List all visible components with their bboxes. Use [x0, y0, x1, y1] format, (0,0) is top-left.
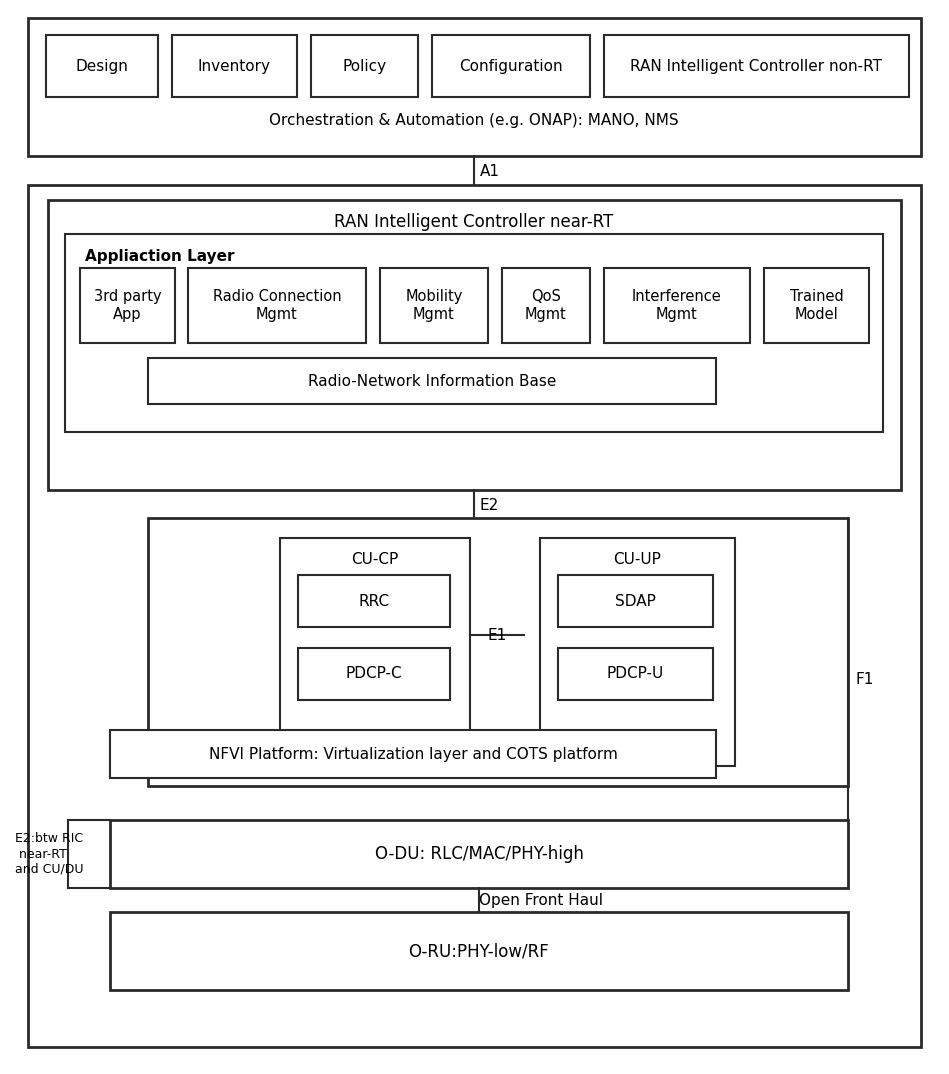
Bar — [311, 35, 418, 97]
Text: SDAP: SDAP — [615, 594, 656, 609]
Bar — [604, 268, 750, 343]
Bar — [432, 35, 590, 97]
Text: Inventory: Inventory — [198, 58, 271, 73]
Bar — [48, 200, 901, 490]
Text: Mobility
Mgmt: Mobility Mgmt — [405, 289, 463, 322]
Text: CU-CP: CU-CP — [351, 552, 399, 567]
Text: Radio Connection
Mgmt: Radio Connection Mgmt — [213, 289, 342, 322]
Bar — [65, 234, 883, 432]
Text: NFVI Platform: Virtualization layer and COTS platform: NFVI Platform: Virtualization layer and … — [209, 746, 618, 761]
Text: Orchestration & Automation (e.g. ONAP): MANO, NMS: Orchestration & Automation (e.g. ONAP): … — [270, 113, 679, 128]
Bar — [540, 538, 735, 766]
Text: Radio-Network Information Base: Radio-Network Information Base — [307, 374, 556, 389]
Text: RAN Intelligent Controller near-RT: RAN Intelligent Controller near-RT — [334, 213, 614, 231]
Bar — [28, 185, 921, 1047]
Bar — [558, 575, 713, 627]
Bar — [764, 268, 869, 343]
Bar — [110, 821, 848, 888]
Bar — [110, 730, 716, 778]
Bar — [558, 648, 713, 700]
Bar — [502, 268, 590, 343]
Bar — [280, 538, 470, 766]
Text: F1: F1 — [856, 672, 874, 687]
Bar — [298, 575, 450, 627]
Text: PDCP-U: PDCP-U — [606, 667, 663, 682]
Text: Design: Design — [76, 58, 128, 73]
Text: E2:btw RIC
 near-RT
and CU/DU: E2:btw RIC near-RT and CU/DU — [15, 832, 84, 875]
Text: Appliaction Layer: Appliaction Layer — [85, 248, 234, 263]
Bar — [28, 18, 921, 156]
Text: 3rd party
App: 3rd party App — [94, 289, 161, 322]
Text: Interference
Mgmt: Interference Mgmt — [632, 289, 722, 322]
Bar — [148, 358, 716, 404]
Bar — [188, 268, 366, 343]
Text: O-DU: RLC/MAC/PHY-high: O-DU: RLC/MAC/PHY-high — [375, 845, 584, 863]
Text: O-RU:PHY-low/RF: O-RU:PHY-low/RF — [409, 942, 549, 960]
Text: A1: A1 — [480, 164, 500, 179]
Text: RAN Intelligent Controller non-RT: RAN Intelligent Controller non-RT — [630, 58, 883, 73]
Text: PDCP-C: PDCP-C — [345, 667, 402, 682]
Text: Configuration: Configuration — [459, 58, 563, 73]
Bar — [604, 35, 909, 97]
Text: E1: E1 — [488, 627, 507, 642]
Bar — [298, 648, 450, 700]
Text: CU-UP: CU-UP — [613, 552, 661, 567]
Bar — [172, 35, 297, 97]
Text: RRC: RRC — [359, 594, 389, 609]
Text: QoS
Mgmt: QoS Mgmt — [525, 289, 567, 322]
Bar — [80, 268, 175, 343]
Bar — [110, 912, 848, 990]
Bar — [380, 268, 488, 343]
Text: Trained
Model: Trained Model — [790, 289, 844, 322]
Text: Policy: Policy — [343, 58, 386, 73]
Bar — [148, 518, 848, 786]
Text: E2: E2 — [480, 497, 499, 512]
Text: Open Front Haul: Open Front Haul — [479, 892, 603, 908]
Bar — [46, 35, 158, 97]
